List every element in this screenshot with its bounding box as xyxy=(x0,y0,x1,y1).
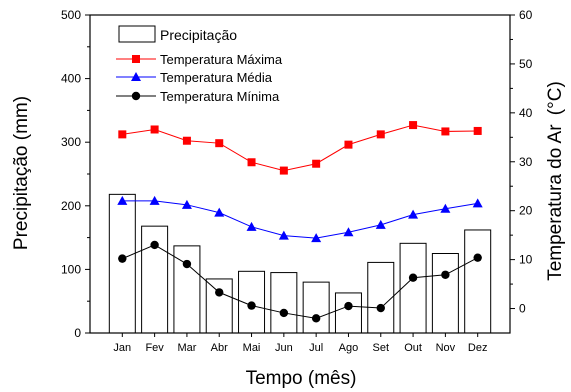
x-axis-title: Tempo (mês) xyxy=(246,368,357,389)
right-tick-label: 0 xyxy=(519,302,526,316)
series-0-point-dez xyxy=(474,127,482,135)
x-tick-label-set: Set xyxy=(373,342,390,354)
right-tick-label: 50 xyxy=(519,57,533,71)
left-tick-label: 300 xyxy=(61,135,81,149)
legend-marker-0 xyxy=(132,55,140,63)
bar-out xyxy=(400,243,426,333)
bar-set xyxy=(368,262,394,333)
series-line-1 xyxy=(122,201,477,238)
series-2-point-mar xyxy=(183,260,191,268)
right-tick-label: 30 xyxy=(519,155,533,169)
left-tick-label: 0 xyxy=(74,326,81,340)
left-y-axis-title: Precipitação (mm) xyxy=(11,96,32,250)
x-tick-label-jan: Jan xyxy=(113,342,131,354)
legend-precipitation-swatch xyxy=(119,26,155,42)
x-tick-label-abr: Abr xyxy=(211,342,228,354)
left-tick-label: 100 xyxy=(61,262,81,276)
bar-jul xyxy=(303,282,329,333)
legend-label-2: Temperatura Mínima xyxy=(160,89,280,104)
series-0-point-set xyxy=(377,130,385,138)
series-2-point-out xyxy=(409,274,417,282)
bar-nov xyxy=(432,254,458,334)
series-2-point-mai xyxy=(247,301,255,309)
x-tick-label-nov: Nov xyxy=(436,342,456,354)
series-0-point-abr xyxy=(215,139,223,147)
legend-precipitation-label: Precipitação xyxy=(160,27,237,43)
bar-dez xyxy=(465,230,491,333)
series-2-point-jul xyxy=(312,314,320,322)
bar-jan xyxy=(109,194,135,333)
right-y-axis-title-text: Temperatura do Ar xyxy=(545,124,566,281)
bar-jun xyxy=(271,273,297,333)
series-1-point-mai xyxy=(247,222,257,231)
series-0-point-mai xyxy=(248,158,256,166)
series-2-point-jun xyxy=(280,309,288,317)
legend: Precipitação Temperatura Máxima Temperatur… xyxy=(116,26,283,104)
x-tick-label-mai: Mai xyxy=(243,342,261,354)
left-tick-label: 500 xyxy=(61,8,81,22)
series-line-0 xyxy=(122,125,477,170)
legend-label-1: Temperatura Média xyxy=(160,70,273,85)
bar-abr xyxy=(206,279,232,333)
legend-label-0: Temperatura Máxima xyxy=(160,52,283,67)
x-tick-label-out: Out xyxy=(404,342,422,354)
x-tick-label-jun: Jun xyxy=(275,342,293,354)
left-tick-label: 200 xyxy=(61,199,81,213)
x-tick-label-dez: Dez xyxy=(468,342,488,354)
series-2-point-ago xyxy=(344,302,352,310)
bars-layer xyxy=(109,194,490,333)
series-2-point-fev xyxy=(150,241,158,249)
left-tick-label: 400 xyxy=(61,72,81,86)
x-tick-label-ago: Ago xyxy=(339,342,359,354)
series-2-point-jan xyxy=(118,254,126,262)
legend-marker-2 xyxy=(132,92,140,100)
x-tick-label-fev: Fev xyxy=(145,342,164,354)
series-1-point-dez xyxy=(473,198,483,207)
series-0-point-jun xyxy=(280,167,288,175)
series-0-point-mar xyxy=(183,137,191,145)
right-tick-label: 20 xyxy=(519,204,533,218)
series-0-point-jan xyxy=(118,130,126,138)
markers-layer xyxy=(117,121,482,322)
series-0-point-ago xyxy=(344,141,352,149)
series-1-point-set xyxy=(376,220,386,229)
right-y-axis-title-unit: (°C) xyxy=(545,81,566,115)
series-0-point-out xyxy=(409,121,417,129)
series-2-point-abr xyxy=(215,288,223,296)
right-y-axis-title: Temperatura do Ar (°C) xyxy=(545,81,566,281)
series-2-point-set xyxy=(377,304,385,312)
right-tick-label: 40 xyxy=(519,106,533,120)
series-0-point-nov xyxy=(441,127,449,135)
series-2-point-nov xyxy=(441,271,449,279)
series-2-point-dez xyxy=(473,253,481,261)
x-tick-label-mar: Mar xyxy=(177,342,196,354)
bar-ago xyxy=(335,293,361,333)
series-0-point-fev xyxy=(151,125,159,133)
right-tick-label: 60 xyxy=(519,8,533,22)
x-tick-label-jul: Jul xyxy=(309,342,323,354)
right-tick-label: 10 xyxy=(519,253,533,267)
series-0-point-jul xyxy=(312,160,320,168)
